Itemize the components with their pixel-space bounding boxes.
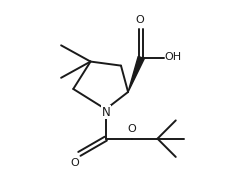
Polygon shape [128, 56, 144, 92]
Text: O: O [70, 158, 79, 168]
Text: O: O [128, 124, 137, 134]
Text: O: O [136, 15, 145, 25]
Text: OH: OH [165, 52, 182, 62]
Text: N: N [101, 106, 110, 119]
